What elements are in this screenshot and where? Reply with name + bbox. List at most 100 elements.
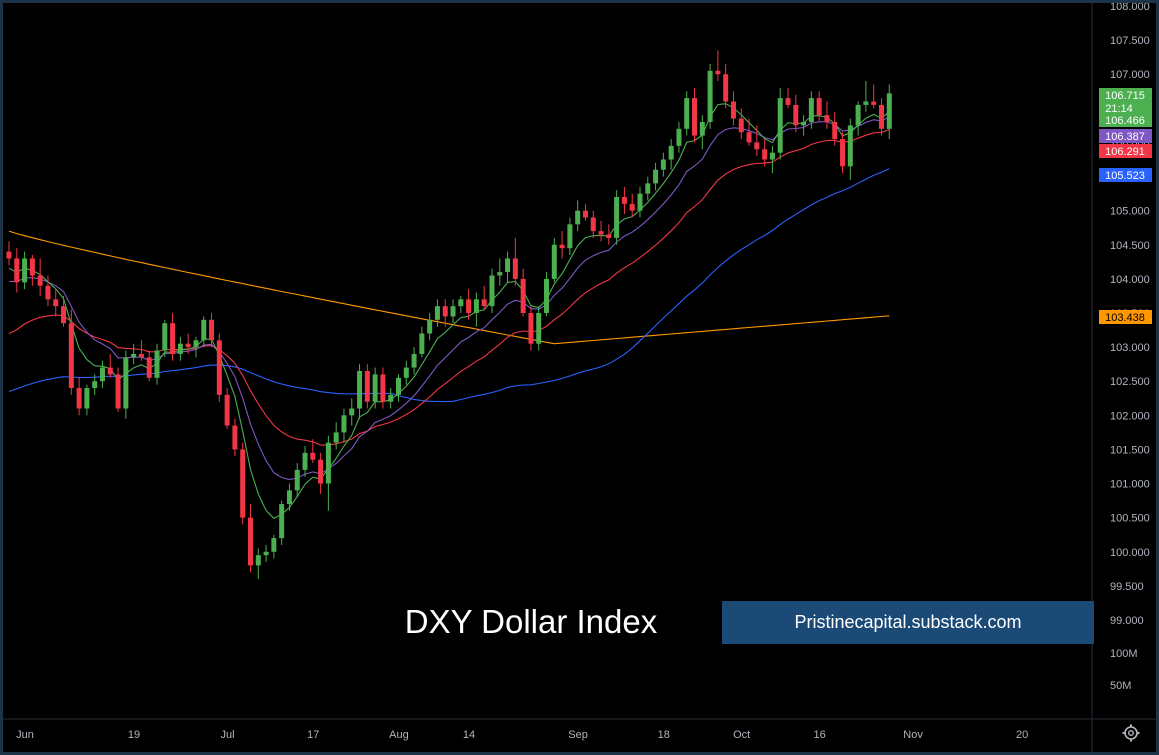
candles xyxy=(6,50,892,580)
candle xyxy=(801,115,807,136)
candle xyxy=(185,333,191,354)
candle xyxy=(232,418,238,457)
candle xyxy=(201,316,207,348)
candle xyxy=(53,289,59,317)
candle xyxy=(473,292,479,327)
ema-mid-line xyxy=(8,116,890,481)
candle-body xyxy=(403,367,409,378)
candle xyxy=(769,145,775,174)
candle xyxy=(699,115,705,150)
candle-body xyxy=(107,367,113,375)
candle-body xyxy=(209,319,215,341)
candle xyxy=(824,101,830,129)
candle-body xyxy=(723,74,729,102)
candle-body xyxy=(22,258,28,283)
candle-body xyxy=(715,70,721,75)
candle-body xyxy=(567,224,573,249)
candle-body xyxy=(349,408,355,416)
candle xyxy=(442,299,448,327)
y-tick-label: 103.000 xyxy=(1110,342,1150,354)
candle-body xyxy=(294,469,300,491)
candle-body xyxy=(6,251,12,259)
candle-body xyxy=(255,555,261,566)
candle-body xyxy=(154,350,160,378)
candle-body xyxy=(333,432,339,443)
candle xyxy=(193,336,199,358)
candle-body xyxy=(138,353,144,358)
candle xyxy=(419,326,425,358)
candle xyxy=(567,217,573,256)
candle xyxy=(715,50,721,82)
candle xyxy=(785,87,791,109)
candle xyxy=(271,534,277,559)
candle xyxy=(746,118,752,146)
candle xyxy=(240,442,246,525)
candle xyxy=(61,295,67,327)
sma-red-line xyxy=(8,128,890,446)
y-tick-label: 101.500 xyxy=(1110,444,1150,456)
candle-body xyxy=(824,115,830,122)
candle-body xyxy=(372,374,378,402)
candle-body xyxy=(123,357,129,409)
candle xyxy=(6,241,12,266)
candle xyxy=(427,313,433,341)
candle xyxy=(840,132,846,174)
y-tick-label: 104.000 xyxy=(1110,274,1150,286)
candle-body xyxy=(551,244,557,279)
candle xyxy=(754,125,760,157)
candle-body xyxy=(427,319,433,334)
chart-title: DXY Dollar Index xyxy=(404,603,658,640)
candle-body xyxy=(201,319,207,341)
candle xyxy=(684,91,690,136)
candle xyxy=(676,121,682,153)
sma-orange-line xyxy=(8,230,890,345)
candle xyxy=(107,353,113,378)
candle xyxy=(793,94,799,133)
candle xyxy=(263,544,269,563)
candle xyxy=(637,186,643,218)
sma-blue-line xyxy=(8,168,890,403)
candle-body xyxy=(177,343,183,354)
candle-body xyxy=(193,340,199,348)
candle xyxy=(318,452,324,494)
candle-body xyxy=(505,258,511,273)
candle-body xyxy=(310,452,316,460)
candle xyxy=(590,210,596,238)
candle-body xyxy=(808,98,814,122)
candle xyxy=(341,408,347,443)
candle xyxy=(216,333,222,402)
price-label: 106.715 xyxy=(1105,90,1145,102)
candle xyxy=(45,275,51,307)
candle-body xyxy=(762,149,768,160)
candle xyxy=(162,319,168,358)
candle-body xyxy=(388,394,394,402)
candle xyxy=(855,101,861,136)
candle xyxy=(224,388,230,429)
candle xyxy=(777,87,783,160)
candle xyxy=(692,87,698,143)
candle xyxy=(115,367,121,412)
price-label-box xyxy=(1099,168,1152,182)
gear-icon[interactable] xyxy=(1121,723,1141,743)
candle-body xyxy=(434,306,440,320)
candle-body xyxy=(92,381,98,389)
candle xyxy=(99,360,105,389)
banner-link[interactable]: Pristinecapital.substack.com xyxy=(722,601,1094,644)
candle-body xyxy=(840,139,846,167)
volume-tick-label: 100M xyxy=(1110,648,1138,660)
candle-body xyxy=(614,197,620,238)
candle xyxy=(22,251,28,290)
candle-body xyxy=(692,98,698,136)
candle xyxy=(863,81,869,112)
candle-body xyxy=(582,210,588,218)
candle-body xyxy=(536,313,542,344)
candle-body xyxy=(512,258,518,279)
candle-body xyxy=(847,125,853,167)
x-tick-label: 19 xyxy=(128,729,140,741)
candle-body xyxy=(481,299,487,307)
candle-body xyxy=(162,323,168,351)
candle xyxy=(520,268,526,317)
candle xyxy=(357,364,363,419)
dxy-chart[interactable]: 108.000107.500107.000106.500106.000105.5… xyxy=(3,3,1156,752)
